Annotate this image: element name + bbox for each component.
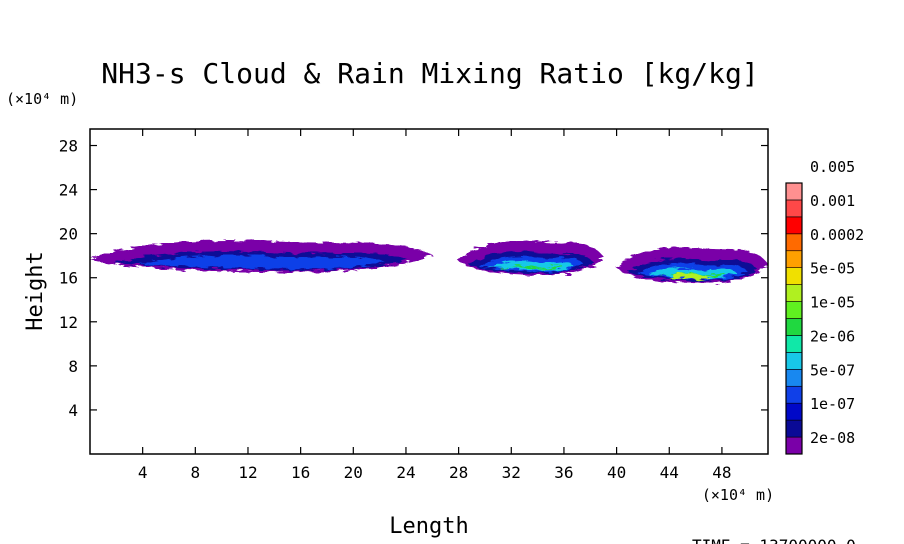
colorbar-label: 2e-06	[810, 327, 855, 345]
y-tick-label: 8	[68, 357, 78, 376]
plot-frame	[89, 128, 769, 455]
colorbar-cell	[785, 402, 803, 421]
x-tick-label: 40	[607, 463, 626, 482]
y-tick-label: 16	[59, 269, 78, 288]
cloud-contour-5e-05	[669, 272, 716, 280]
x-tick-label: 28	[449, 463, 468, 482]
y-unit-label: (×10⁴ m)	[6, 90, 78, 108]
y-axis-ticks: 4 8 12 16 20 24 28	[59, 137, 768, 420]
colorbar-frame	[785, 182, 803, 455]
x-tick-label: 32	[502, 463, 521, 482]
colorbar-cell	[785, 267, 803, 285]
colorbar-label: 2e-08	[810, 429, 855, 447]
colorbar-cell	[785, 369, 803, 387]
y-tick-label: 20	[59, 225, 78, 244]
x-tick-label: 16	[291, 463, 310, 482]
colorbar-label: 0.005	[810, 158, 855, 176]
x-tick-label: 8	[191, 463, 201, 482]
cloud-contour-1e-05	[499, 265, 563, 270]
x-unit-label: (×10⁴ m)	[702, 486, 774, 504]
colorbar-cell	[785, 199, 803, 218]
x-tick-label: 44	[660, 463, 679, 482]
cloud-contour-5e-07	[137, 255, 385, 270]
chart-title: NH3-s Cloud & Rain Mixing Ratio [kg/kg]	[101, 57, 758, 90]
y-tick-label: 12	[59, 313, 78, 332]
y-axis-label: Height	[23, 251, 48, 330]
x-tick-label: 24	[396, 463, 415, 482]
colorbar-cell	[785, 352, 803, 370]
x-tick-label: 4	[138, 463, 148, 482]
colorbar-cell	[785, 436, 803, 455]
x-axis-label: Length	[389, 514, 468, 539]
colorbar-cell	[785, 284, 803, 302]
colorbar-label: 5e-07	[810, 361, 855, 379]
colorbar-cell	[785, 250, 803, 268]
x-tick-label: 48	[712, 463, 731, 482]
colorbar-label: 1e-05	[810, 294, 855, 312]
colorbar: 2e-08 1e-07 5e-07 2e-06 1e-05 5e-05 0.0002 0.00…	[785, 158, 864, 455]
colorbar-cell	[785, 335, 803, 353]
colorbar-cell	[785, 233, 803, 252]
y-tick-label: 4	[68, 401, 78, 420]
cloud-field	[90, 240, 768, 284]
y-tick-label: 24	[59, 181, 78, 200]
colorbar-label: 0.001	[810, 192, 855, 210]
colorbar-cell	[785, 419, 803, 438]
x-tick-label: 12	[238, 463, 257, 482]
x-axis-ticks: 4 8 12 16 20 24 28 32 36 40 44 48	[138, 129, 732, 482]
colorbar-cell	[785, 318, 803, 336]
x-tick-label: 20	[344, 463, 363, 482]
colorbar-cell	[785, 216, 803, 235]
colorbar-label: 1e-07	[810, 395, 855, 413]
colorbar-label: 5e-05	[810, 260, 855, 278]
colorbar-cell	[785, 301, 803, 319]
colorbar-cell	[785, 385, 803, 404]
colorbar-label: 0.0002	[810, 226, 864, 244]
colorbar-cell	[785, 182, 803, 201]
y-tick-label: 28	[59, 137, 78, 156]
time-annotation: TIME = 13700000.0	[692, 536, 856, 544]
x-tick-label: 36	[554, 463, 573, 482]
